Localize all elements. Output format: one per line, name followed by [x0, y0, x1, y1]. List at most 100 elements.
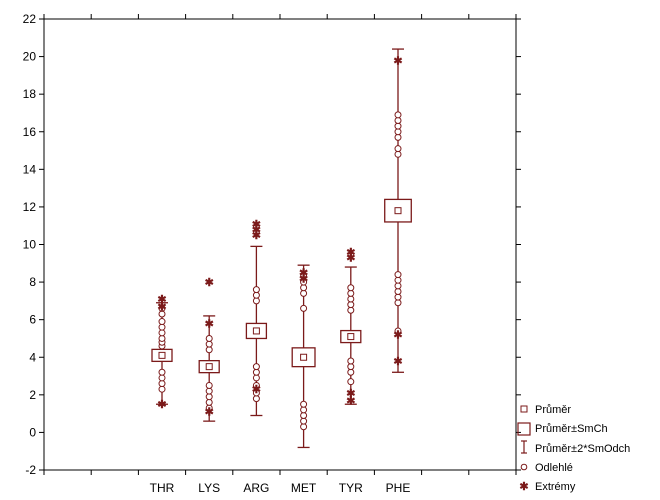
- outlier-point: [394, 271, 402, 279]
- y-tick-label: -2: [25, 463, 36, 477]
- outlier-point: [205, 346, 213, 354]
- outlier-point: [205, 334, 213, 342]
- box-phe: ✱ ✱ ✱: [384, 48, 412, 373]
- x-tick-label: LYS: [198, 481, 220, 495]
- outlier-point: [347, 368, 355, 376]
- legend-sd2-label: Průměr±2*SmOdch: [535, 443, 630, 455]
- outlier-point: [252, 286, 260, 294]
- legend-extremes-symbol: ✱: [519, 481, 528, 493]
- extreme-point: ✱: [252, 224, 261, 236]
- outlier-point: [205, 340, 213, 348]
- outlier-point: [158, 374, 166, 382]
- legend-outliers-symbol: [520, 463, 528, 471]
- extreme-point: ✱: [157, 302, 166, 314]
- outlier-point: [394, 293, 402, 301]
- extreme-point: ✱: [205, 277, 214, 289]
- extreme-point: ✱: [252, 230, 261, 242]
- legend-extremes-label: Extrémy: [535, 481, 576, 493]
- series-group: ✱✱✱✱✱✱✱✱✱✱✱✱✱✱✱✱✱✱✱: [151, 48, 412, 449]
- extreme-point: ✱: [346, 388, 355, 400]
- box-tyr: ✱✱✱✱: [340, 247, 362, 407]
- legend-se-label: Průměr±SmCh: [535, 423, 608, 435]
- outlier-point: [347, 357, 355, 365]
- mean-marker: [205, 363, 213, 371]
- extreme-point: ✱: [157, 399, 166, 411]
- outlier-point: [300, 272, 308, 280]
- mean-marker: [252, 327, 260, 335]
- x-tick-label: ARG: [243, 481, 269, 495]
- outlier-point: [252, 297, 260, 305]
- legend-sd2-symbol: [521, 440, 527, 454]
- outlier-point: [300, 289, 308, 297]
- extreme-point: ✱: [205, 407, 214, 419]
- outlier-point: [300, 417, 308, 425]
- outlier-point: [347, 363, 355, 371]
- outlier-point: [252, 363, 260, 371]
- outlier-point: [300, 284, 308, 292]
- extreme-point: ✱: [252, 219, 261, 231]
- outlier-point: [394, 287, 402, 295]
- y-tick-label: 0: [29, 425, 36, 439]
- outlier-point: [394, 122, 402, 130]
- outlier-point: [347, 295, 355, 303]
- mean-marker: [394, 207, 402, 215]
- legend-mean-label: Průměr: [535, 404, 571, 416]
- outlier-point: [300, 423, 308, 431]
- extreme-point: ✱: [299, 273, 308, 285]
- box-arg: ✱✱✱✱: [245, 219, 268, 417]
- outlier-point: [300, 406, 308, 414]
- outlier-point: [394, 150, 402, 158]
- outlier-point: [252, 368, 260, 376]
- outlier-point: [347, 378, 355, 386]
- box-thr: ✱✱✱: [151, 294, 173, 411]
- y-tick-label: 12: [23, 200, 37, 214]
- x-tick-label: TYR: [339, 481, 363, 495]
- box-lys: ✱ ✱ ✱: [198, 277, 220, 422]
- outlier-point: [394, 128, 402, 136]
- outlier-point: [394, 116, 402, 124]
- plot-frame: [43, 18, 517, 471]
- outlier-point: [158, 318, 166, 326]
- x-tick-label: MET: [291, 481, 317, 495]
- y-tick-label: 18: [23, 87, 37, 101]
- outlier-point: [300, 304, 308, 312]
- extreme-point: ✱: [393, 55, 402, 67]
- extreme-point: ✱: [299, 268, 308, 280]
- outlier-point: [394, 145, 402, 153]
- outlier-point: [347, 284, 355, 292]
- outlier-point: [252, 291, 260, 299]
- y-tick-label: 20: [23, 50, 37, 64]
- outlier-point: [205, 393, 213, 401]
- outlier-point: [252, 381, 260, 389]
- extreme-point: ✱: [205, 318, 214, 330]
- outlier-point: [394, 327, 402, 335]
- outlier-point: [347, 306, 355, 314]
- outlier-point: [158, 368, 166, 376]
- y-axis: -2 0 2 4 6 8 10 12 14 16 18 20 22: [23, 12, 521, 477]
- outlier-point: [300, 412, 308, 420]
- outlier-point: [158, 323, 166, 331]
- y-tick-label: 2: [29, 388, 36, 402]
- outlier-point: [158, 380, 166, 388]
- outlier-point: [300, 400, 308, 408]
- y-tick-label: 16: [23, 125, 37, 139]
- y-tick-label: 6: [29, 313, 36, 327]
- mean-marker: [300, 353, 308, 361]
- x-tick-label: PHE: [386, 481, 411, 495]
- outlier-point: [394, 299, 402, 307]
- outlier-point: [394, 111, 402, 119]
- extreme-point: ✱: [393, 330, 402, 342]
- outlier-point: [205, 381, 213, 389]
- y-tick-label: 4: [29, 350, 36, 364]
- extreme-point: ✱: [393, 356, 402, 368]
- outlier-point: [158, 304, 166, 312]
- y-tick-label: 22: [23, 12, 37, 26]
- outlier-point: [205, 398, 213, 406]
- outlier-point: [252, 395, 260, 403]
- x-tick-label: THR: [150, 481, 175, 495]
- legend-outliers-label: Odlehlé: [535, 462, 573, 474]
- legend-mean-symbol: [520, 405, 528, 413]
- extreme-point: ✱: [252, 384, 261, 396]
- outlier-point: [394, 133, 402, 141]
